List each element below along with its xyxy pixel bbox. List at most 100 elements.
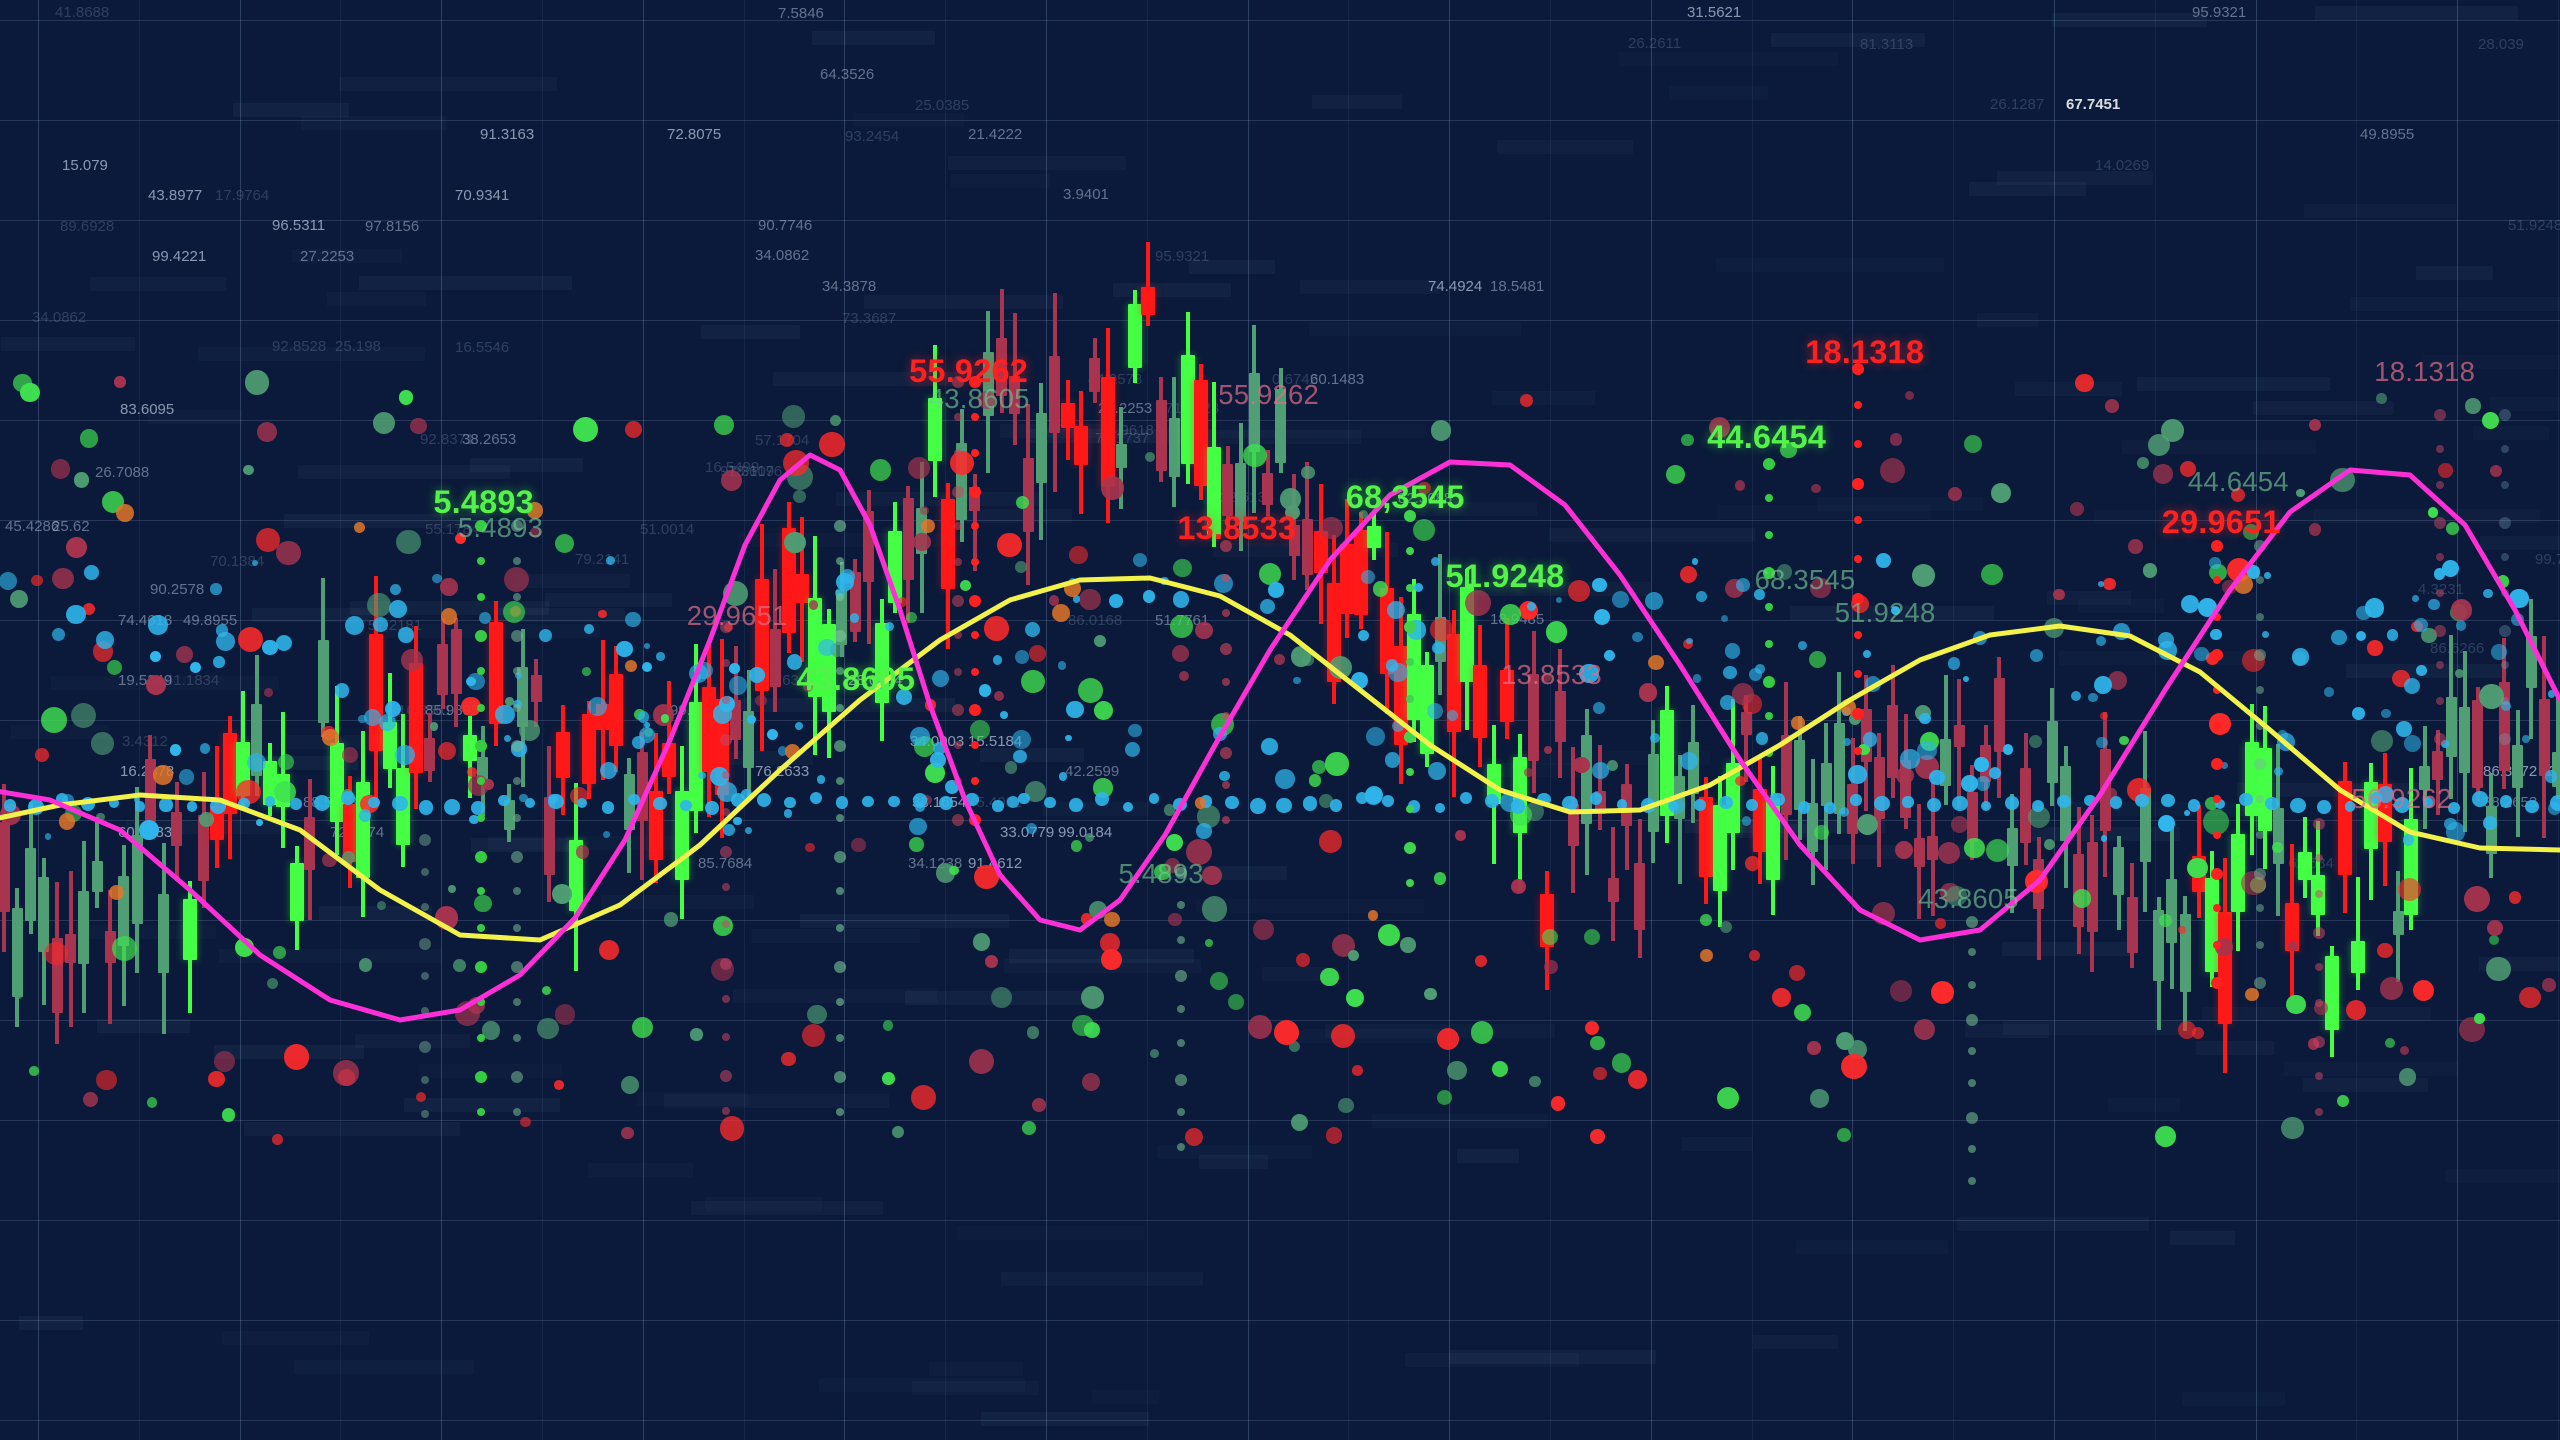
- scatter-dot: [1346, 988, 1365, 1007]
- grid-line-horizontal: [0, 20, 2560, 21]
- scatter-dot: [1807, 1041, 1821, 1055]
- scatter-dot: [1350, 672, 1369, 690]
- scatter-dot: [1428, 761, 1447, 780]
- scatter-dot: [2485, 956, 2511, 982]
- scatter-dot: [2450, 599, 2473, 622]
- price-label[interactable]: 44.6454: [1707, 418, 1827, 455]
- scatter-dot: [169, 743, 182, 756]
- scatter-dot: [690, 1028, 703, 1041]
- scatter-dot: [2135, 793, 2149, 808]
- scatter-dot: [991, 986, 1012, 1008]
- price-label[interactable]: 43.8605: [796, 660, 916, 697]
- scatter-dot: [388, 599, 408, 619]
- candle-body: [2324, 956, 2339, 1030]
- scatter-dot: [884, 621, 894, 632]
- marker-dot: [2213, 685, 2222, 694]
- scatter-dot: [870, 459, 892, 481]
- candlestick: [223, 715, 238, 859]
- background-bar: [2052, 13, 2207, 27]
- scatter-dot: [1079, 588, 1101, 610]
- candlestick: [2060, 746, 2071, 889]
- scatter-dot: [2522, 734, 2530, 743]
- scatter-dot: [1301, 465, 1316, 480]
- scatter-dot: [1545, 620, 1568, 643]
- candle-body: [2337, 780, 2352, 875]
- candle-wick: [1677, 754, 1682, 884]
- marker-dot: [834, 519, 847, 532]
- price-label[interactable]: 68,3545: [1345, 479, 1465, 516]
- scatter-dot: [2155, 1125, 2177, 1147]
- marker-dot: [2435, 480, 2444, 489]
- candle-body: [928, 398, 942, 462]
- marker-dot: [2435, 552, 2444, 561]
- candlestick: [2311, 821, 2326, 937]
- price-label[interactable]: 29.9651: [2161, 503, 2281, 540]
- grid-line-horizontal: [0, 820, 2560, 821]
- scatter-dot: [1562, 795, 1578, 811]
- scatter-dot: [3, 799, 17, 812]
- grid-line-horizontal: [0, 1420, 2560, 1421]
- background-bar: [1092, 1390, 1159, 1404]
- marker-dot: [722, 696, 731, 705]
- background-bar: [2015, 382, 2122, 396]
- price-label[interactable]: 55.9262: [909, 353, 1029, 390]
- scatter-dot: [620, 1076, 640, 1095]
- candlestick: [171, 781, 183, 881]
- marker-dot: [2501, 552, 2510, 561]
- price-label[interactable]: 18.1318: [1805, 333, 1925, 370]
- marker-dot: [2213, 794, 2222, 803]
- marker-dot: [2314, 1071, 2323, 1080]
- marker-dot: [1405, 805, 1414, 814]
- candle-body: [1366, 525, 1381, 549]
- scatter-dot: [2510, 613, 2525, 627]
- scatter-dot: [897, 597, 908, 607]
- scatter-dot: [939, 796, 953, 810]
- marker-dot: [970, 412, 979, 421]
- scatter-dot: [2100, 835, 2108, 842]
- background-bar: [2480, 536, 2560, 550]
- candle-body: [1115, 444, 1127, 469]
- marker-dot: [476, 666, 485, 675]
- scatter-dot: [1430, 556, 1440, 566]
- price-label[interactable]: 51.9248: [1445, 557, 1565, 594]
- scatter-dot: [2044, 838, 2056, 850]
- scatter-dot: [1028, 645, 1046, 663]
- marker-dot: [2255, 721, 2264, 730]
- background-bar: [90, 277, 226, 291]
- marker-dot: [2255, 794, 2264, 803]
- scatter-dot: [444, 799, 460, 816]
- scatter-dot: [2455, 620, 2467, 631]
- candle-body: [1074, 426, 1089, 465]
- marker-dot: [954, 449, 963, 458]
- scatter-dot: [438, 741, 457, 760]
- scatter-dot: [153, 765, 173, 785]
- scatter-dot: [2177, 1020, 2197, 1040]
- scatter-dot: [653, 796, 667, 811]
- scatter-dot: [198, 811, 214, 827]
- scatter-dot: [587, 696, 608, 717]
- marker-dot: [1968, 948, 1977, 957]
- background-bar: [751, 929, 920, 943]
- background-value-label: 26.2611: [1628, 35, 1682, 52]
- background-value-label: 31.5621: [1687, 4, 1742, 21]
- candle-body: [1634, 863, 1646, 931]
- scatter-dot: [2044, 618, 2065, 639]
- price-label[interactable]: 5.4893: [433, 484, 534, 521]
- candle-body: [131, 834, 143, 924]
- background-value-label: 60.1483: [1310, 371, 1365, 388]
- marker-dot: [720, 733, 733, 746]
- price-label[interactable]: 13.8533: [1177, 510, 1297, 547]
- marker-dot: [1966, 1013, 1979, 1026]
- dim-price-label: 43.8605: [928, 382, 1030, 414]
- scatter-dot: [1837, 1127, 1852, 1142]
- candlestick: [1074, 391, 1089, 514]
- scatter-dot: [912, 532, 932, 552]
- scatter-dot: [358, 958, 372, 972]
- scatter-dot: [728, 676, 748, 695]
- scatter-dot: [452, 958, 466, 972]
- candle-body: [304, 816, 316, 871]
- scatter-dot: [1875, 552, 1891, 568]
- background-bar: [2315, 6, 2518, 20]
- background-bar: [1457, 1149, 1519, 1163]
